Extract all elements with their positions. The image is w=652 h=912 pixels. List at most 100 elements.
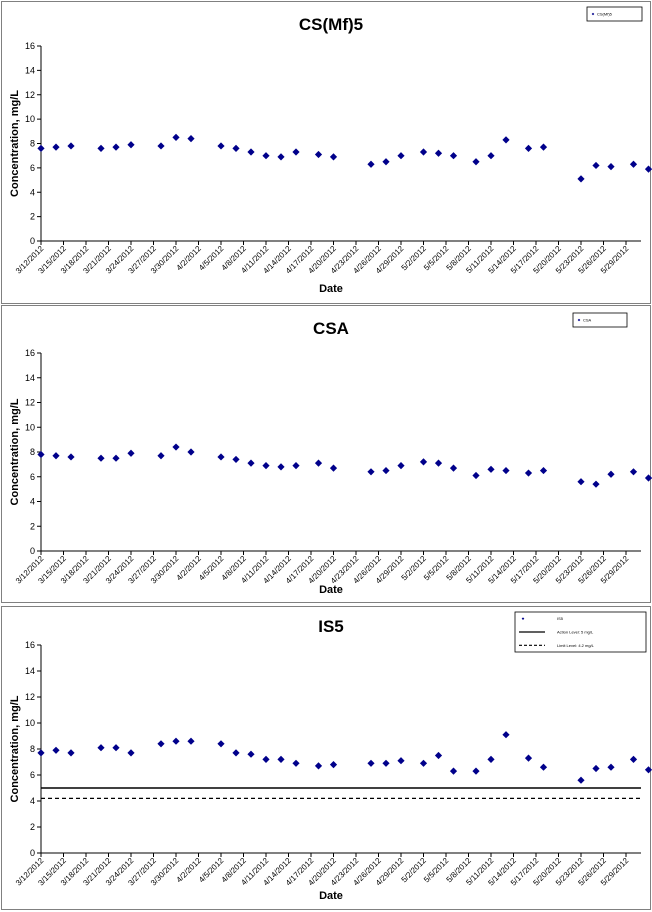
y-tick-label: 8 <box>30 139 35 149</box>
data-point <box>112 454 120 462</box>
data-point <box>487 755 495 763</box>
data-point <box>607 470 615 478</box>
data-point <box>472 767 480 775</box>
data-point <box>382 466 390 475</box>
y-tick-label: 4 <box>30 497 35 507</box>
data-point <box>187 737 195 745</box>
data-point <box>112 744 120 752</box>
data-point <box>292 759 300 767</box>
data-point <box>52 746 60 754</box>
legend-label: Limit Level: 4.2 mg/L <box>557 643 595 648</box>
data-point <box>419 458 428 466</box>
data-point <box>247 750 255 758</box>
data-point <box>232 749 240 757</box>
data-point <box>592 764 600 773</box>
data-point <box>367 759 375 767</box>
data-point <box>37 450 45 459</box>
data-point <box>217 453 225 461</box>
data-point <box>502 731 510 739</box>
y-tick-label: 6 <box>30 163 35 173</box>
legend-box <box>586 6 643 22</box>
y-tick-label: 16 <box>25 640 35 650</box>
data-point <box>187 448 195 456</box>
data-point <box>97 454 105 462</box>
data-point <box>629 468 638 476</box>
data-point <box>314 459 323 467</box>
y-tick-label: 2 <box>30 212 35 222</box>
data-point <box>629 160 638 168</box>
data-point <box>487 465 495 473</box>
data-point <box>539 143 548 151</box>
chart-panel-frame <box>1 606 651 910</box>
data-point <box>247 148 255 156</box>
data-point <box>644 474 652 482</box>
data-point <box>472 158 480 166</box>
data-point <box>157 142 165 150</box>
data-point <box>247 459 255 467</box>
chart-title: CS(Mf)5 <box>299 15 363 34</box>
data-point <box>67 453 75 461</box>
legend-label: CS(Mf)5 <box>597 12 613 17</box>
data-point <box>449 767 458 775</box>
data-point <box>97 144 105 152</box>
data-point <box>644 766 652 774</box>
y-tick-label: 8 <box>30 447 35 457</box>
data-point <box>157 452 165 460</box>
x-axis-title: Date <box>319 890 343 902</box>
data-point <box>524 144 533 152</box>
data-point <box>329 761 338 769</box>
y-tick-label: 6 <box>30 472 35 482</box>
chart-panel-frame <box>1 305 651 603</box>
y-axis-title: Concentration, mg/L <box>9 398 21 505</box>
legend-label: IS5 <box>557 616 564 621</box>
y-tick-label: 4 <box>30 796 35 806</box>
data-point <box>127 449 135 457</box>
data-point <box>487 152 495 160</box>
data-point <box>172 133 180 142</box>
y-tick-label: 0 <box>30 848 35 858</box>
data-point <box>314 150 323 159</box>
data-point <box>329 464 338 472</box>
data-point <box>449 152 458 160</box>
data-point <box>292 462 300 470</box>
data-point <box>37 144 45 152</box>
data-point <box>629 755 638 763</box>
data-point <box>277 153 285 161</box>
legend-marker <box>577 318 581 322</box>
data-point <box>314 762 323 770</box>
data-point <box>397 152 405 160</box>
data-point <box>217 142 225 150</box>
y-tick-label: 0 <box>30 236 35 246</box>
y-tick-label: 2 <box>30 521 35 531</box>
data-point <box>577 175 585 183</box>
data-point <box>644 165 652 173</box>
data-point <box>607 163 615 171</box>
data-point <box>449 464 458 472</box>
y-tick-label: 2 <box>30 822 35 832</box>
y-axis-title: Concentration, mg/L <box>9 695 21 802</box>
data-point <box>502 466 510 475</box>
data-point <box>232 455 240 464</box>
data-point <box>262 755 270 763</box>
data-point <box>434 459 443 467</box>
data-point <box>382 158 390 166</box>
data-point <box>157 740 165 748</box>
x-axis-title: Date <box>319 584 343 596</box>
data-point <box>592 161 600 170</box>
data-point <box>262 152 270 160</box>
data-point <box>524 754 533 762</box>
data-point <box>329 153 338 161</box>
data-point <box>539 466 548 475</box>
data-point <box>607 763 615 771</box>
data-point <box>472 471 480 480</box>
data-point <box>172 443 180 451</box>
y-tick-label: 12 <box>25 692 35 702</box>
data-point <box>67 749 75 757</box>
chart-title: IS5 <box>318 617 344 636</box>
chart-title: CSA <box>313 319 349 338</box>
data-point <box>397 462 405 470</box>
chart-panel-frame <box>1 1 651 304</box>
data-point <box>539 763 548 771</box>
y-tick-label: 16 <box>25 41 35 51</box>
